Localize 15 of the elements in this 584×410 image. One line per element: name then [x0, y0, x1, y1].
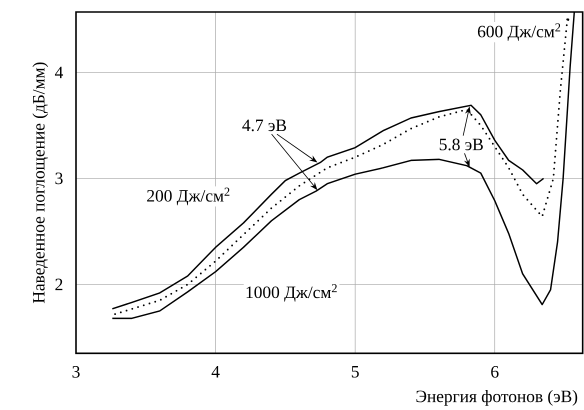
series-label: 600 Дж/см$^{2}$	[478, 23, 560, 41]
series-label: 200 Дж/см$^{2}$	[147, 188, 230, 206]
y-tick-label: 3	[55, 172, 63, 184]
annotation: 4.7 эВ	[242, 119, 286, 132]
x-tick-label: 3	[72, 366, 80, 378]
series-label: 1000 Дж/см$^{2}$	[246, 284, 337, 302]
y-tick-label: 2	[55, 278, 62, 290]
y-axis-title: Наведенное поглощение (дБ/мм)	[32, 62, 48, 303]
y-tick-label: 4	[54, 66, 64, 78]
x-axis-title: Энергия фотонов (эВ)	[416, 390, 578, 406]
annotation: 5.8 эВ	[440, 138, 483, 150]
line-series	[112, 104, 544, 310]
x-tick-label: 4	[212, 366, 220, 378]
x-tick-label: 5	[352, 366, 359, 378]
x-tick-label: 6	[491, 366, 499, 378]
